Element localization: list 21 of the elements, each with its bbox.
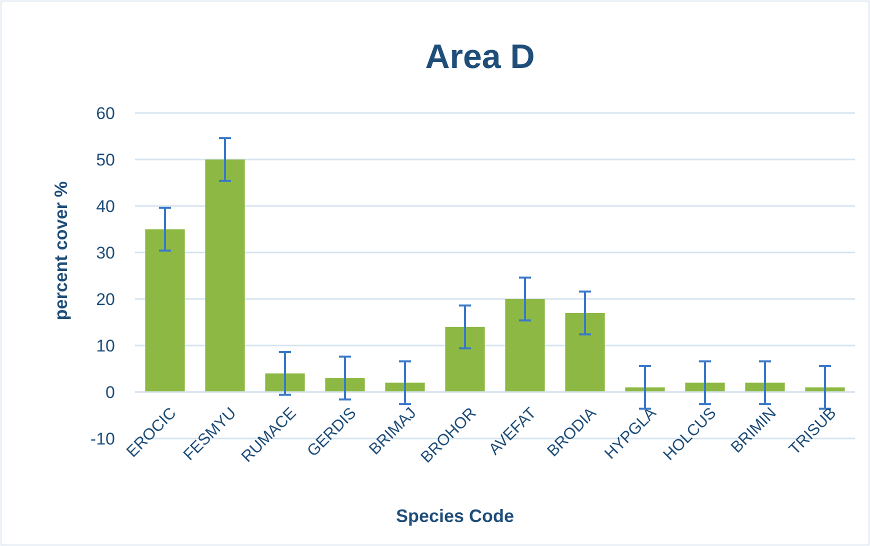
bar <box>505 299 545 392</box>
y-tick-label: 10 <box>96 336 115 356</box>
bar <box>385 382 425 392</box>
y-tick-label: 20 <box>96 290 115 309</box>
y-tick-label: 30 <box>96 243 115 262</box>
bar <box>685 382 725 392</box>
bar <box>265 373 305 392</box>
y-tick-label: 50 <box>96 150 115 170</box>
y-tick-label: 40 <box>96 196 115 216</box>
y-tick-label: 60 <box>96 104 115 123</box>
bar <box>205 160 245 392</box>
chart-title: Area D <box>425 38 535 76</box>
x-axis-title: Species Code <box>396 506 514 526</box>
y-tick-label: -10 <box>90 429 115 448</box>
bar <box>565 312 605 392</box>
bar <box>745 382 785 392</box>
bar <box>145 229 185 392</box>
y-tick-label: 0 <box>106 382 115 402</box>
bar <box>445 326 485 392</box>
y-axis-title: percent cover % <box>51 181 71 320</box>
bar <box>325 378 365 392</box>
